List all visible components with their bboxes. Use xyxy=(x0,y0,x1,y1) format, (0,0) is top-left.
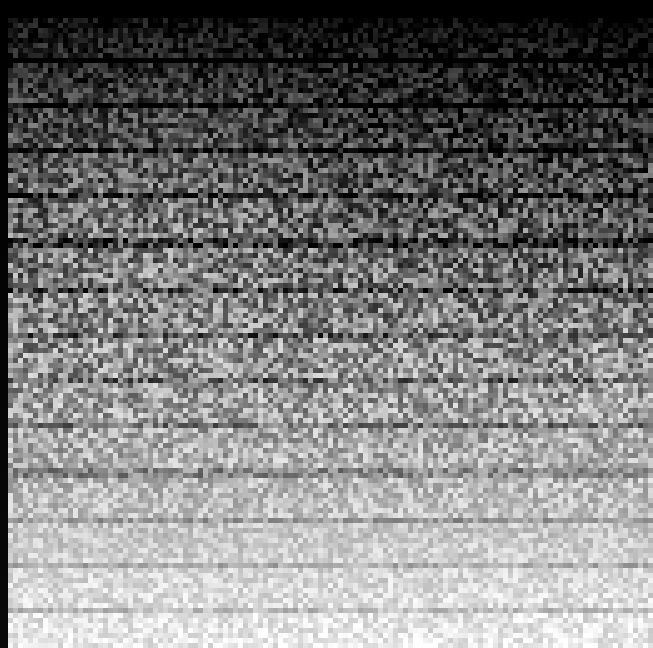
left-border xyxy=(0,0,8,648)
noise-gradient-image xyxy=(8,8,653,648)
top-border xyxy=(0,0,653,8)
